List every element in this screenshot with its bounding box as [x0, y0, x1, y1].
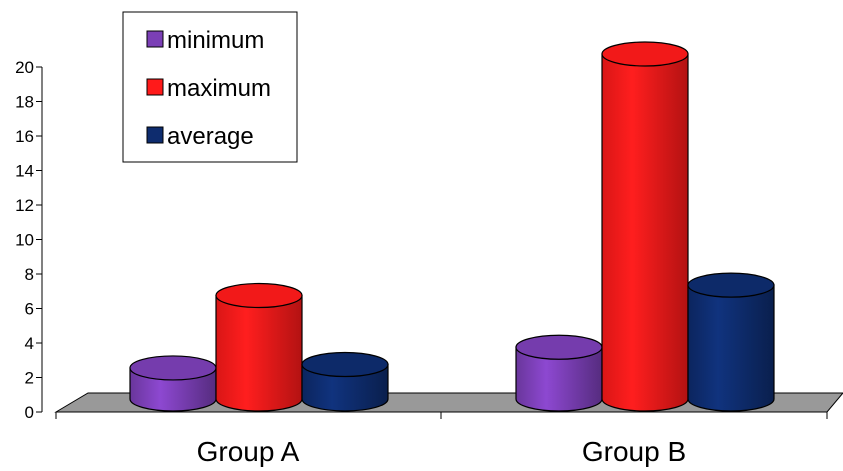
bar-minimum-group-a	[129, 355, 217, 412]
legend-swatch-maximum	[146, 78, 164, 96]
axis-layer: 0 2 4 6 8 10 12 14 16 18 20 Group A Group B	[15, 58, 828, 467]
legend-swatch-minimum	[146, 30, 164, 48]
y-tick-label: 12	[15, 196, 34, 215]
bar-maximum-group-b	[601, 41, 689, 412]
bar-top	[601, 41, 689, 67]
bar-top	[215, 282, 303, 309]
bar-top	[129, 355, 217, 381]
bar-maximum-group-a	[215, 282, 303, 412]
bar-minimum-group-b	[515, 334, 603, 412]
bar-body	[215, 294, 303, 412]
bar-top	[301, 351, 389, 378]
legend-swatch-average	[146, 126, 164, 144]
y-tick-label: 16	[15, 127, 34, 146]
y-tick-label: 10	[15, 231, 34, 250]
bar-average-group-b	[687, 272, 775, 412]
legend: minimum maximum average	[122, 11, 298, 163]
y-tick-label: 14	[15, 162, 34, 181]
y-tick-label: 4	[25, 334, 34, 353]
y-tick-label: 6	[25, 300, 34, 319]
legend-label-minimum: minimum	[167, 27, 264, 54]
bar-top	[687, 272, 775, 298]
bars-layer	[129, 41, 775, 412]
y-tick-label: 20	[15, 58, 34, 77]
legend-label-average: average	[167, 123, 254, 150]
x-category-label: Group A	[197, 436, 300, 467]
y-tick-label: 8	[25, 265, 34, 284]
x-category-label: Group B	[582, 436, 686, 467]
bar-average-group-a	[301, 351, 389, 412]
bar-body	[301, 363, 389, 412]
bar-top	[515, 334, 603, 360]
bar-body	[515, 346, 603, 412]
bar-body	[601, 53, 689, 412]
y-tick-label: 0	[25, 403, 34, 422]
y-tick-label: 2	[25, 369, 34, 388]
y-tick-label: 18	[15, 93, 34, 112]
legend-label-maximum: maximum	[167, 75, 271, 102]
bar-body	[687, 284, 775, 412]
